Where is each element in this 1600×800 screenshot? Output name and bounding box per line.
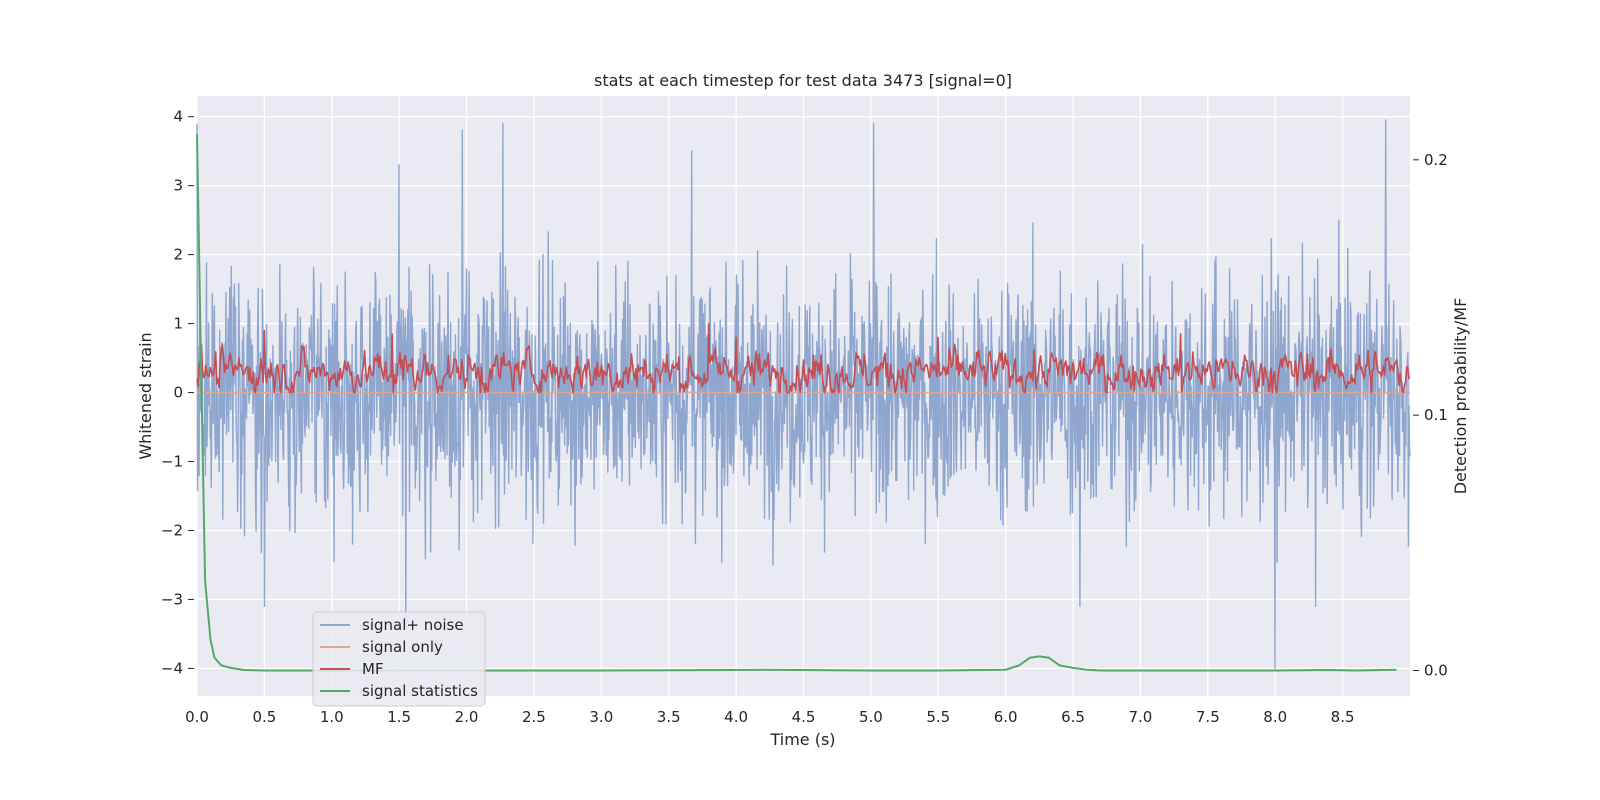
mf-line [196,322,1411,394]
y2-tick-label: 0.2 [1424,151,1448,169]
legend-label-signal-statistics: signal statistics [362,682,478,700]
x-tick-label: 4.0 [724,708,748,726]
y2-tick-label: 0.1 [1424,406,1448,424]
x-axis-label: Time (s) [769,730,835,749]
x-tick-label: 3.0 [589,708,613,726]
x-axis-ticks: 0.0 0.5 1.0 1.5 2.0 2.5 3.0 3.5 4.0 4.5 5.0 5.5 6.0 6… [185,708,1354,726]
y-tick-label: −2 [161,521,183,539]
signal-noise-line [196,119,1411,670]
y2-tick-label: 0.0 [1424,661,1448,679]
x-tick-label: 5.0 [859,708,883,726]
x-tick-label: 8.0 [1263,708,1287,726]
plot-area [196,119,1411,672]
y2-axis-label: Detection probability/MF [1451,298,1470,495]
x-tick-label: 0.5 [252,708,276,726]
y-tick-label: 4 [173,108,183,126]
legend-label-signal-noise: signal+ noise [362,616,464,634]
y-tick-label: 2 [173,246,183,264]
x-tick-label: 4.5 [792,708,816,726]
y-tick-label: −1 [161,453,183,471]
x-tick-label: 7.0 [1129,708,1153,726]
x-tick-label: 3.5 [657,708,681,726]
legend-box [312,611,486,707]
legend-label-mf: MF [362,660,384,678]
x-tick-label: 6.5 [1061,708,1085,726]
x-tick-label: 2.5 [522,708,546,726]
x-tick-label: 1.0 [320,708,344,726]
y-tick-label: −4 [161,659,183,677]
gridlines [196,96,1410,696]
y-tick-label: 3 [173,177,183,195]
y-tick-label: 0 [173,384,183,402]
y-tick-label: 1 [173,315,183,333]
y-tick-label: −3 [161,590,183,608]
y-axis-label: Whitened strain [136,332,155,459]
x-tick-label: 0.0 [185,708,209,726]
signal-statistics-line [196,134,1397,672]
x-tick-label: 7.5 [1196,708,1220,726]
x-tick-label: 1.5 [387,708,411,726]
x-tick-label: 2.0 [455,708,479,726]
legend: signal+ noise signal only MF signal stat… [312,611,486,707]
x-tick-label: 8.5 [1331,708,1355,726]
y2-axis-ticks: 0.2 0.1 0.0 [1413,151,1448,679]
y-axis-ticks: 4 3 2 1 0 −1 −2 −3 −4 [161,108,194,677]
x-tick-label: 5.5 [926,708,950,726]
x-tick-label: 6.0 [994,708,1018,726]
chart-title: stats at each timestep for test data 347… [594,71,1012,90]
legend-label-signal-only: signal only [362,638,443,656]
